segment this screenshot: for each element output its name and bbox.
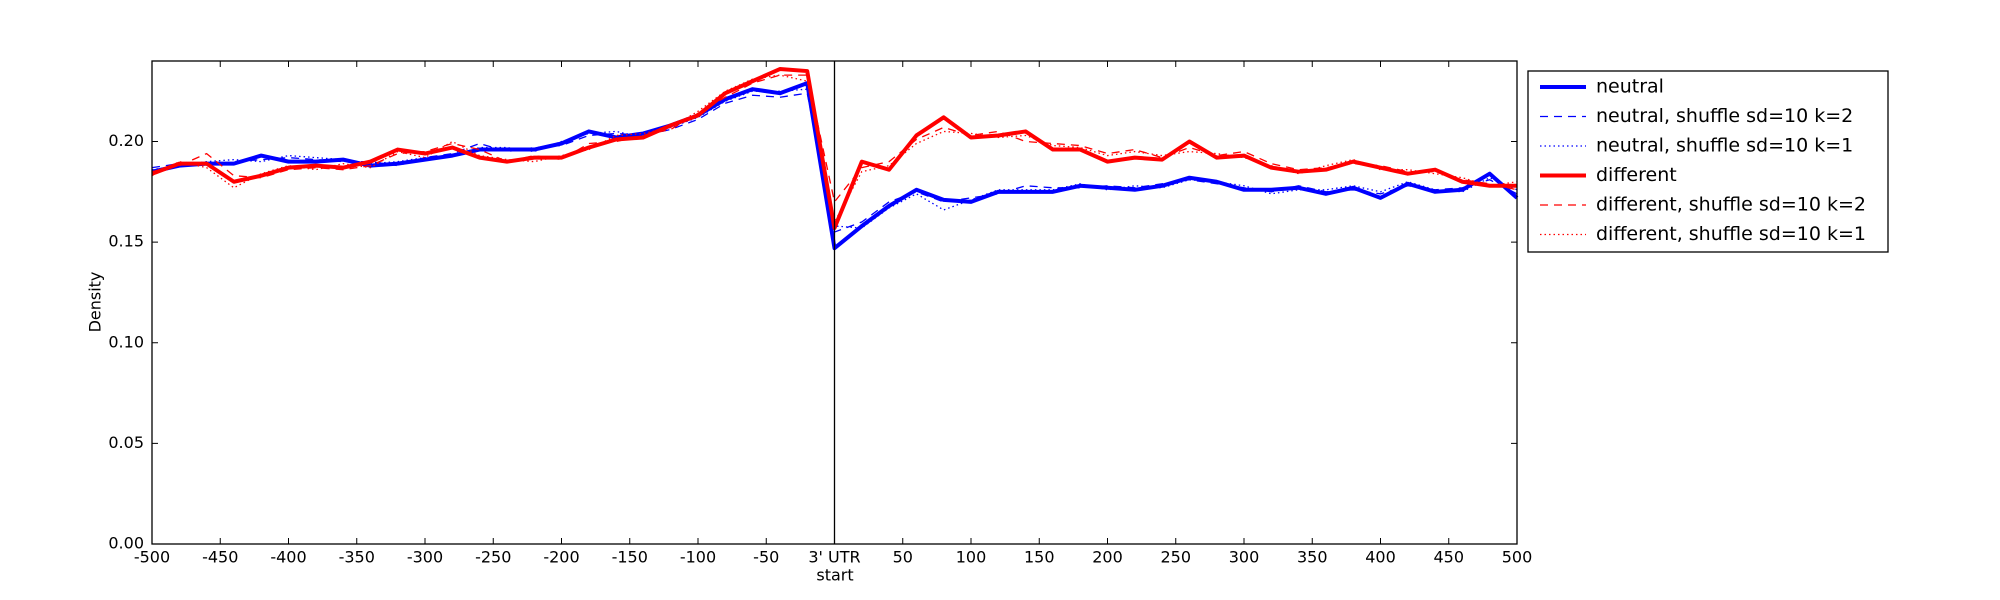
plot-frame xyxy=(151,60,1518,545)
y-tick-label: 0.05 xyxy=(108,433,144,452)
data-line xyxy=(151,74,1518,223)
x-tick-label: 3' UTR xyxy=(808,548,860,567)
legend-label: different xyxy=(1596,164,1677,186)
legend-box xyxy=(1527,70,1889,253)
x-tick-label: -400 xyxy=(270,548,306,567)
x-tick-label: 500 xyxy=(1502,548,1533,567)
legend-label: neutral, shuffle sd=10 k=1 xyxy=(1596,135,1853,157)
x-tick-label: -500 xyxy=(134,548,170,567)
x-tick-label: 150 xyxy=(1024,548,1055,567)
x-tick-label: -300 xyxy=(407,548,443,567)
x-tick-label: -150 xyxy=(612,548,648,567)
legend-label: different, shuffle sd=10 k=1 xyxy=(1596,223,1866,245)
x-axis-label: start xyxy=(816,566,853,585)
x-tick-label: -350 xyxy=(339,548,375,567)
y-tick-label: 0.15 xyxy=(108,232,144,251)
y-axis-label: Density xyxy=(86,272,105,333)
data-line xyxy=(151,74,1518,203)
legend-label: neutral xyxy=(1596,76,1664,98)
x-tick-label: 350 xyxy=(1297,548,1328,567)
x-tick-label: 400 xyxy=(1365,548,1396,567)
x-tick-label: 450 xyxy=(1433,548,1464,567)
x-tick-label: -200 xyxy=(543,548,579,567)
y-tick-label: 0.10 xyxy=(108,332,144,351)
x-tick-label: 200 xyxy=(1092,548,1123,567)
legend-label: neutral, shuffle sd=10 k=2 xyxy=(1596,105,1853,127)
legend-label: different, shuffle sd=10 k=2 xyxy=(1596,194,1866,216)
x-tick-label: -100 xyxy=(680,548,716,567)
x-tick-label: 100 xyxy=(956,548,987,567)
x-tick-label: 300 xyxy=(1229,548,1260,567)
x-tick-label: -250 xyxy=(475,548,511,567)
x-tick-label: 50 xyxy=(893,548,913,567)
x-tick-label: -50 xyxy=(753,548,779,567)
y-tick-label: 0.00 xyxy=(108,534,144,553)
x-tick-label: -450 xyxy=(202,548,238,567)
x-tick-label: 250 xyxy=(1160,548,1191,567)
y-tick-label: 0.20 xyxy=(108,131,144,150)
